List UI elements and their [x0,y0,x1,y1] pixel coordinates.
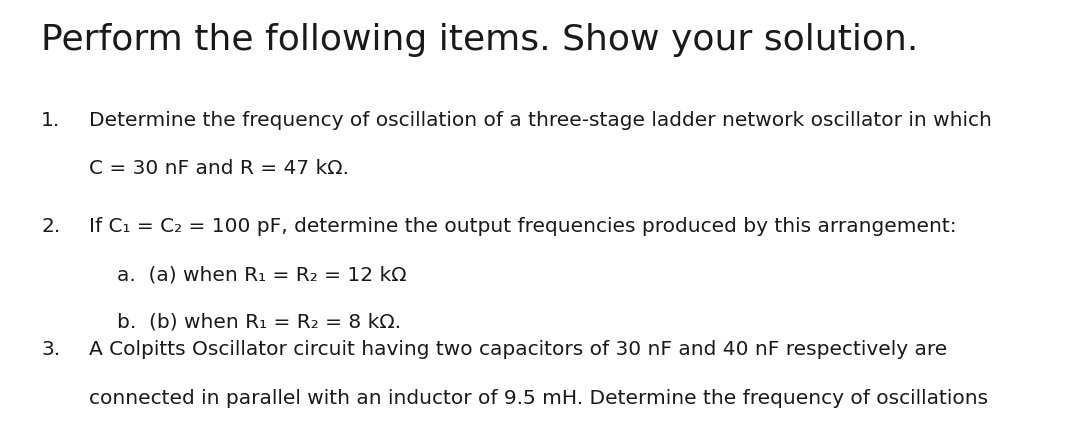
Text: 1.: 1. [41,110,60,130]
Text: A Colpitts Oscillator circuit having two capacitors of 30 nF and 40 nF respectiv: A Colpitts Oscillator circuit having two… [89,340,947,359]
Text: Perform the following items. Show your solution.: Perform the following items. Show your s… [41,23,918,57]
Text: a.  (a) when R₁ = R₂ = 12 kΩ: a. (a) when R₁ = R₂ = 12 kΩ [117,266,406,285]
Text: connected in parallel with an inductor of 9.5 mH. Determine the frequency of osc: connected in parallel with an inductor o… [89,389,988,408]
Text: C = 30 nF and R = 47 kΩ.: C = 30 nF and R = 47 kΩ. [89,159,349,178]
Text: b.  (b) when R₁ = R₂ = 8 kΩ.: b. (b) when R₁ = R₂ = 8 kΩ. [117,312,401,332]
Text: If C₁ = C₂ = 100 pF, determine the output frequencies produced by this arrangeme: If C₁ = C₂ = 100 pF, determine the outpu… [89,217,956,236]
Text: Determine the frequency of oscillation of a three-stage ladder network oscillato: Determine the frequency of oscillation o… [89,110,991,130]
Text: 2.: 2. [41,217,60,236]
Text: 3.: 3. [41,340,60,359]
